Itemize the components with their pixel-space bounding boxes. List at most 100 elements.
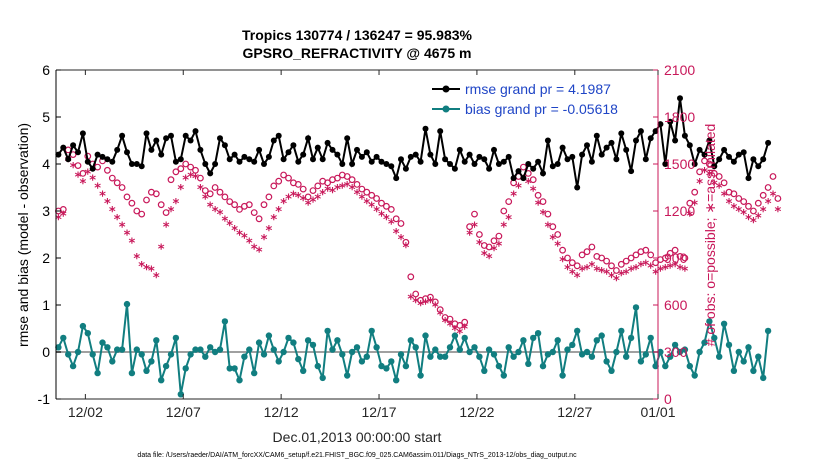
bias-point <box>623 353 630 360</box>
rmse-point <box>84 158 91 165</box>
assimilated-obs-point: * <box>187 171 194 186</box>
bias-point <box>647 334 654 342</box>
rmse-point <box>701 151 708 158</box>
x-tick-label: 12/02 <box>68 404 103 420</box>
assimilated-obs-point: * <box>324 185 331 200</box>
assimilated-obs-point: * <box>94 182 101 197</box>
bias-point <box>412 344 419 351</box>
left-y-tick-label: 0 <box>42 344 50 360</box>
possible-obs-point <box>627 254 635 262</box>
bias-point <box>549 348 556 356</box>
rmse-point <box>163 135 170 142</box>
bias-point <box>65 351 72 358</box>
rmse-point <box>525 161 532 167</box>
assimilated-obs-point: * <box>730 202 737 217</box>
rmse-point <box>226 156 233 163</box>
bias-point <box>265 332 273 339</box>
rmse-point <box>89 165 96 172</box>
possible-obs-point <box>201 187 209 195</box>
rmse-point <box>265 153 272 160</box>
rmse-point <box>310 156 316 163</box>
rmse-point <box>442 156 449 163</box>
bias-point <box>148 358 155 365</box>
rmse-point <box>329 146 336 153</box>
rmse-point <box>544 137 551 144</box>
bias-point <box>686 362 693 370</box>
x-tick-label: 12/12 <box>264 404 299 420</box>
bias-point <box>711 334 718 342</box>
assimilated-obs-point: * <box>657 265 664 280</box>
rmse-point <box>486 165 493 172</box>
assimilated-obs-point: * <box>265 224 272 239</box>
possible-obs-point <box>294 180 302 188</box>
assimilated-obs-point: * <box>84 167 91 182</box>
right-y-axis-label: # of obs: o=possible; ∗=assimilated <box>702 124 718 347</box>
axes <box>55 69 659 400</box>
rmse-point <box>143 130 150 137</box>
bias-point <box>89 351 96 358</box>
possible-obs-point <box>534 191 542 199</box>
rmse-point <box>461 158 468 165</box>
rmse-point <box>608 139 615 146</box>
bias-point <box>530 334 537 342</box>
possible-obs-point <box>583 248 591 256</box>
assimilated-obs-point: * <box>681 265 688 280</box>
bias-point <box>725 341 733 349</box>
bias-point <box>172 334 180 342</box>
possible-obs-point <box>706 160 713 168</box>
bias-point <box>285 334 292 342</box>
possible-obs-point <box>466 223 474 231</box>
rmse-point <box>187 137 194 144</box>
bias-point <box>162 362 170 370</box>
right-y-tick-label: 900 <box>664 250 688 266</box>
bias-point <box>197 346 204 353</box>
assimilated-obs-point: * <box>300 194 307 209</box>
bias-point <box>720 320 728 327</box>
bias-point <box>393 377 400 384</box>
possible-obs-point <box>495 232 503 240</box>
possible-obs-point <box>123 193 131 201</box>
left-y-tick-label: -1 <box>38 391 51 407</box>
rmse-point <box>60 144 67 151</box>
possible-obs-point <box>427 293 434 301</box>
assimilated-obs-point: * <box>412 296 419 311</box>
assimilated-obs-point: * <box>628 265 635 280</box>
bias-point <box>182 365 189 372</box>
rmse-point <box>515 168 522 175</box>
assimilated-obs-point: * <box>510 189 517 204</box>
bias-point <box>109 358 116 365</box>
rmse-point <box>363 149 370 156</box>
rmse-point <box>334 151 341 158</box>
possible-obs-point <box>642 246 650 254</box>
rmse-point <box>99 153 106 160</box>
possible-obs-point <box>490 237 498 245</box>
bias-point <box>128 369 136 377</box>
rmse-point <box>373 153 380 160</box>
assimilated-obs-point: * <box>168 205 175 220</box>
bias-point <box>451 332 459 339</box>
assimilated-obs-point: * <box>261 233 268 248</box>
assimilated-obs-point: * <box>280 197 287 212</box>
assimilated-obs-point: * <box>246 236 253 251</box>
possible-obs-point <box>730 190 738 198</box>
legend-rmse-marker <box>442 85 450 93</box>
assimilated-obs-point: * <box>544 221 551 236</box>
assimilated-obs-point: * <box>226 219 233 234</box>
rmse-point <box>94 151 101 158</box>
assimilated-obs-point: * <box>540 208 547 223</box>
assimilated-obs-point: * <box>99 189 106 204</box>
rmse-point <box>280 156 287 163</box>
assimilated-obs-point: * <box>711 178 718 193</box>
assimilated-obs-point: * <box>515 182 522 197</box>
rmse-point <box>569 153 576 160</box>
possible-obs-point <box>250 209 258 217</box>
rmse-point <box>716 156 723 163</box>
possible-obs-point <box>750 207 757 215</box>
possible-obs-point <box>187 163 195 171</box>
rmse-point <box>427 151 434 158</box>
rmse-point <box>598 151 605 158</box>
bias-point <box>397 351 405 358</box>
rmse-point <box>275 132 282 139</box>
bias-point <box>500 372 507 379</box>
rmse-point <box>383 161 390 167</box>
